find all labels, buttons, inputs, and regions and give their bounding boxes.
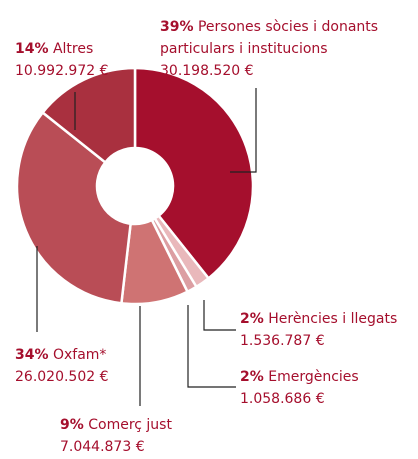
category-name: Comerç just bbox=[88, 417, 172, 433]
leader-line bbox=[230, 88, 257, 173]
slice bbox=[40, 66, 137, 165]
category-name: Persones sòcies i donants particulars i … bbox=[160, 19, 379, 57]
category-name: Herències i llegats bbox=[268, 311, 398, 327]
slice-label: 39% Persones sòcies i donants particular… bbox=[160, 16, 410, 82]
percent-label: 34% bbox=[15, 347, 49, 363]
slice-label: 2% Emergències 1.058.686 € bbox=[240, 366, 418, 410]
slice-label: 9% Comerç just 7.044.873 € bbox=[60, 414, 260, 458]
slice-label: 2% Herències i llegats 1.536.787 € bbox=[240, 308, 418, 352]
amount-label: 1.058.686 € bbox=[240, 391, 325, 407]
percent-label: 9% bbox=[60, 417, 84, 433]
amount-label: 26.020.502 € bbox=[15, 369, 109, 385]
amount-label: 1.536.787 € bbox=[240, 333, 325, 349]
percent-label: 2% bbox=[240, 311, 264, 327]
percent-label: 39% bbox=[160, 19, 194, 35]
leader-line bbox=[203, 300, 236, 331]
amount-label: 10.992.972 € bbox=[15, 63, 109, 79]
category-name: Emergències bbox=[268, 369, 359, 385]
amount-label: 7.044.873 € bbox=[60, 439, 145, 455]
amount-label: 30.198.520 € bbox=[160, 63, 254, 79]
slice-label: 34% Oxfam* 26.020.502 € bbox=[15, 344, 215, 388]
leader-line bbox=[187, 305, 236, 388]
percent-label: 14% bbox=[15, 41, 49, 57]
slice bbox=[133, 66, 255, 281]
percent-label: 2% bbox=[240, 369, 264, 385]
slice-label: 14% Altres 10.992.972 € bbox=[15, 38, 215, 82]
category-name: Oxfam* bbox=[52, 347, 107, 363]
category-name: Altres bbox=[52, 41, 94, 57]
